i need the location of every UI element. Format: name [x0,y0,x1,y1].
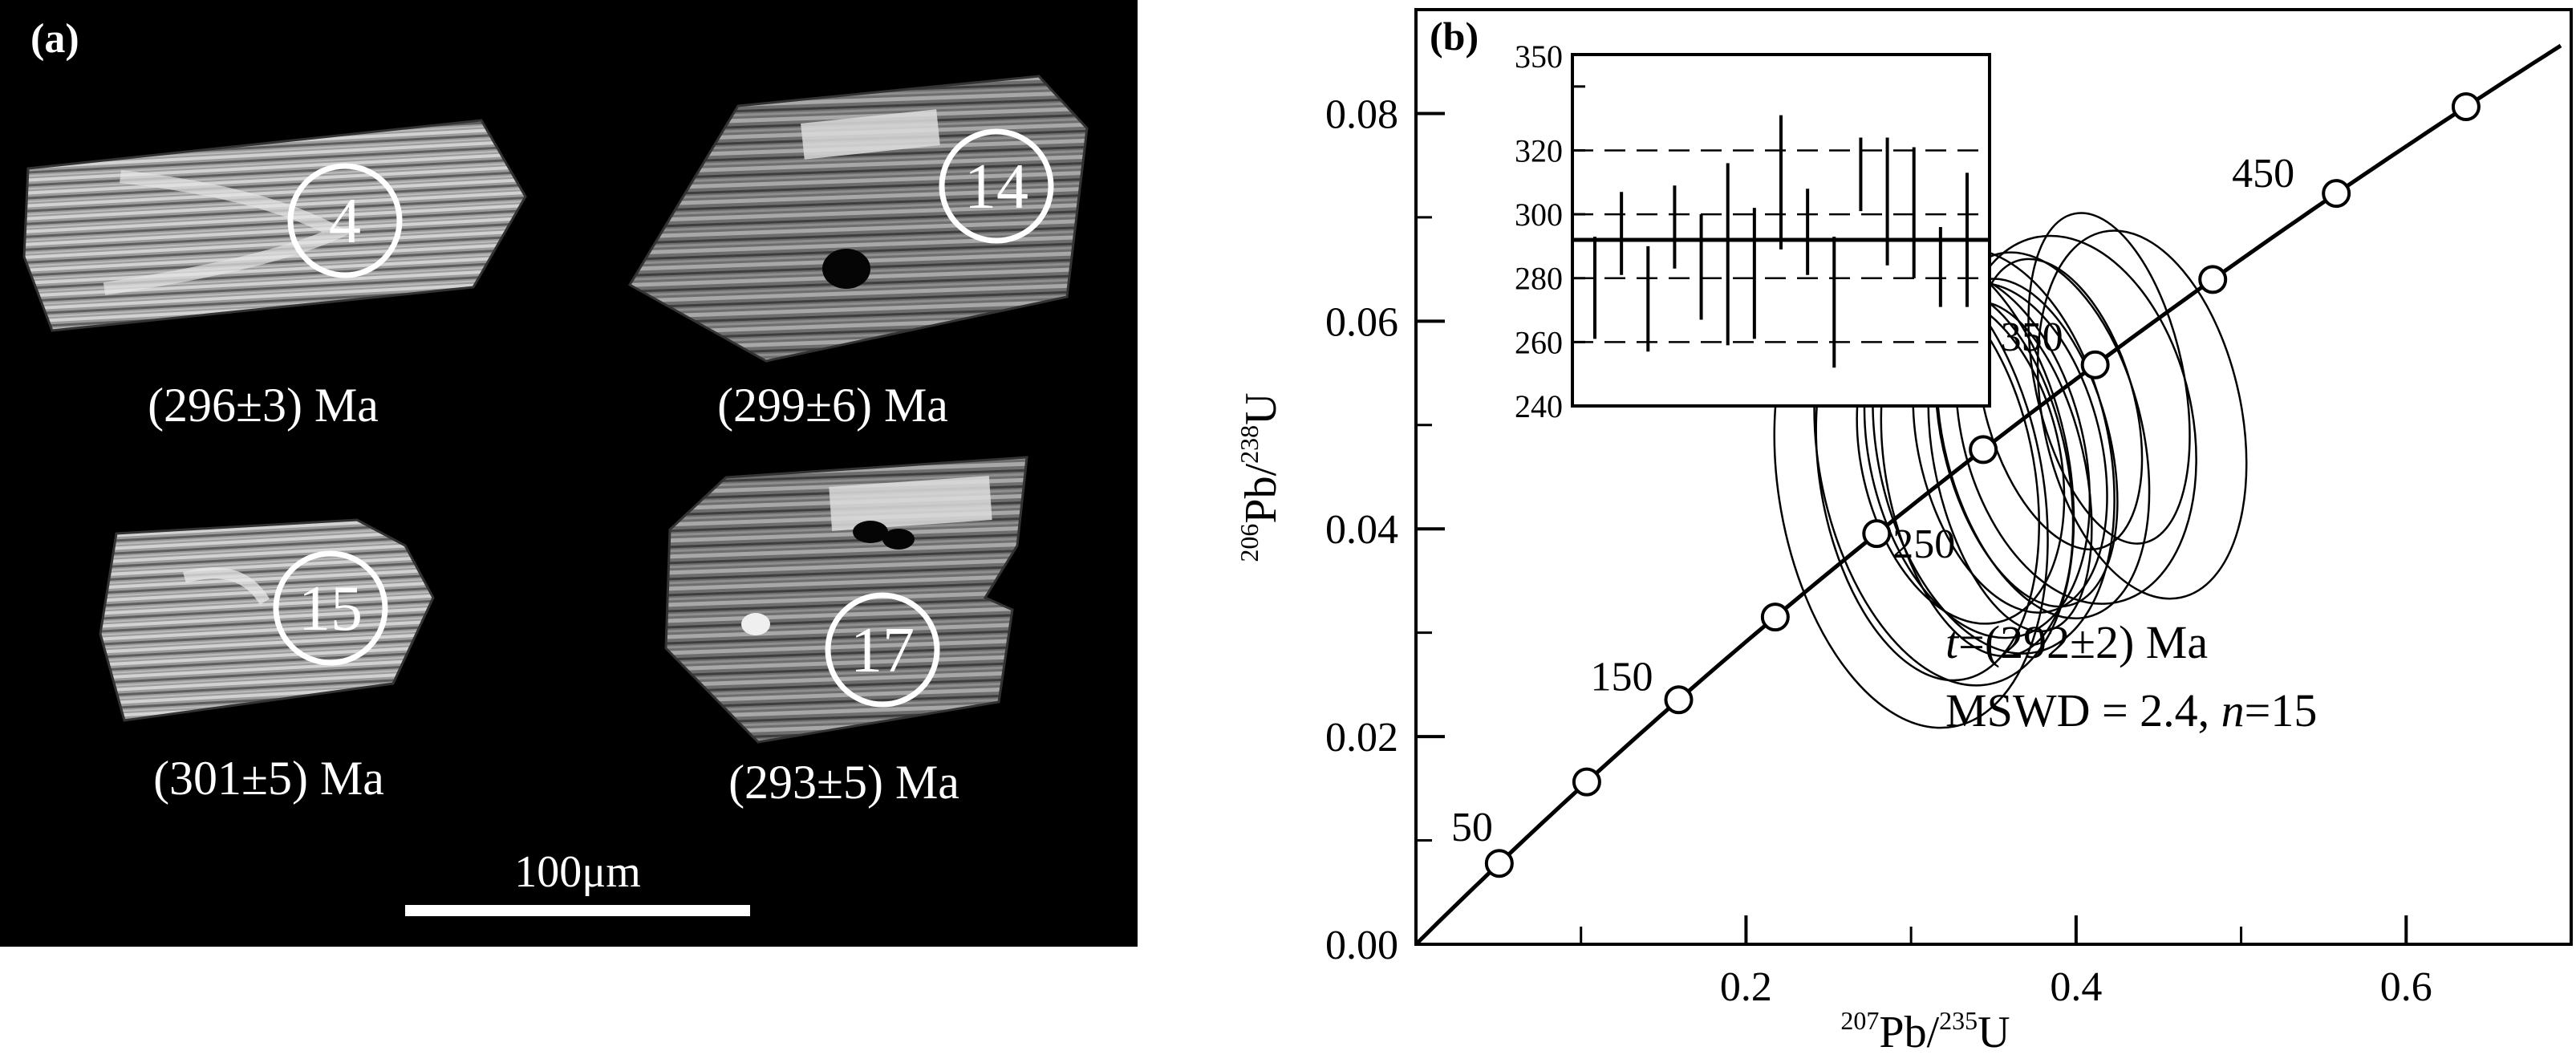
x-iso-sup: 207 [1840,1006,1879,1035]
grain-body [664,456,1028,744]
x-axis-ticks: 0.2 0.4 0.6 [1580,915,2432,1010]
inset-y-top-label: 350 [1515,39,1563,75]
zircon-grain-14: 14 [627,75,1089,363]
stat-mswd-text: MSWD = 2.4, [1945,684,2221,736]
stat-mswd: MSWD = 2.4, n=15 [1945,684,2317,736]
concordia-marker [2322,179,2351,209]
error-ellipse [1954,234,2197,605]
grain-body [99,518,435,722]
zircon-grain-4: 4 [22,119,527,332]
y-axis-ticks: 0.00 0.02 0.04 0.06 0.08 [1325,91,1445,968]
concordia-marker [1760,603,1790,632]
analysis-spot [287,163,403,278]
y-iso-rest: Pb/ [1236,463,1286,523]
error-ellipse [1936,251,2151,620]
x-axis-title: 207Pb/235U [1840,1006,2010,1057]
concordia-marker [1484,849,1514,878]
plot-frame [1414,8,2573,946]
inset-tick-label: 240 [1515,388,1563,424]
concordia-age-labels: 50 150 250 350 450 [1451,151,2294,850]
grain-core-zoning [183,567,270,605]
inclusion [853,521,888,543]
grain-core-zoning [103,170,351,295]
y-denom-sup: 238 [1235,425,1264,464]
spot-number: 4 [329,186,361,257]
panel-a: (a) 4 (296±3) Ma 14 (299±6) Ma 15 (301±5… [0,0,1138,947]
spot-number: 17 [850,615,915,686]
grain-body [627,75,1089,363]
concordia-age-label: 450 [2232,151,2294,197]
concordia-marker [2198,265,2228,294]
y-iso-sup: 206 [1235,524,1264,562]
concordia-age-markers [1484,92,2481,878]
concordia-marker [1862,519,1892,549]
y-tick-label: 0.06 [1325,299,1398,345]
concordia-marker [1664,685,1694,715]
age-label-grain-17: (293±5) Ma [728,756,959,809]
y-tick-label: 0.00 [1325,923,1398,968]
x-tick-label: 0.4 [2050,964,2102,1010]
concordia-age-label: 350 [2001,314,2063,360]
zircon-grain-17: 17 [664,456,1028,744]
scale-bar [405,905,750,916]
inset-tick-label: 260 [1515,324,1563,360]
stat-t-value: =(292±2) Ma [1958,616,2208,668]
age-label-grain-4: (296±3) Ma [148,379,379,432]
panel-b: (b) 0.00 0.02 0.04 0.06 0.08 0.2 0.4 0.6 50 150… [1235,8,2573,1057]
panel-b-label: (b) [1430,14,1479,59]
x-iso-rest: Pb/ [1879,1008,1939,1057]
stat-t-symbol: t [1945,616,1960,668]
concordia-marker [2451,92,2481,122]
zircon-grain-15: 15 [99,518,435,722]
inset-error-bars [1593,115,1969,368]
panel-a-label: (a) [30,16,79,62]
bright-zone [829,476,992,531]
inset-tick-label: 320 [1515,132,1563,168]
scale-bar-label: 100μm [514,847,641,897]
y-tick-label: 0.02 [1325,715,1398,761]
y-denom-rest: U [1236,392,1286,424]
error-ellipse [2027,212,2191,545]
inclusion [882,529,915,550]
stat-age: t=(292±2) Ma [1945,616,2208,668]
concordia-age-label: 250 [1892,521,1955,567]
y-axis-title: 206Pb/238U [1235,392,1286,562]
age-label-grain-15: (301±5) Ma [153,752,384,805]
error-ellipse [1976,258,2144,551]
inclusion [741,613,770,635]
analysis-spot [939,128,1054,244]
x-denom-sup: 235 [1939,1006,1978,1035]
inset-tick-label: 280 [1515,261,1563,297]
y-tick-label: 0.04 [1325,507,1398,553]
concordia-marker [2080,350,2110,379]
inclusion [822,249,870,289]
x-tick-label: 0.6 [2380,964,2432,1010]
concordia-marker [1572,767,1601,797]
stat-n-value: =15 [2245,684,2318,736]
x-denom-rest: U [1978,1008,2010,1057]
analysis-spot [273,550,388,666]
age-label-grain-14: (299±6) Ma [717,379,948,432]
weighted-mean-inset: 240 260 280 300 320 350 [1515,39,1991,424]
x-tick-label: 0.2 [1720,964,1772,1010]
concordia-marker [1969,435,1998,465]
analysis-spot [825,592,940,708]
inset-tick-label: 300 [1515,197,1563,233]
spot-number: 15 [298,574,363,644]
y-tick-label: 0.08 [1325,91,1398,137]
spot-number: 14 [964,152,1028,222]
concordia-age-label: 50 [1451,805,1493,850]
stat-n-symbol: n [2221,684,2245,736]
error-ellipse [2036,229,2248,600]
concordia-age-label: 150 [1590,654,1653,700]
bright-zone [801,109,940,160]
